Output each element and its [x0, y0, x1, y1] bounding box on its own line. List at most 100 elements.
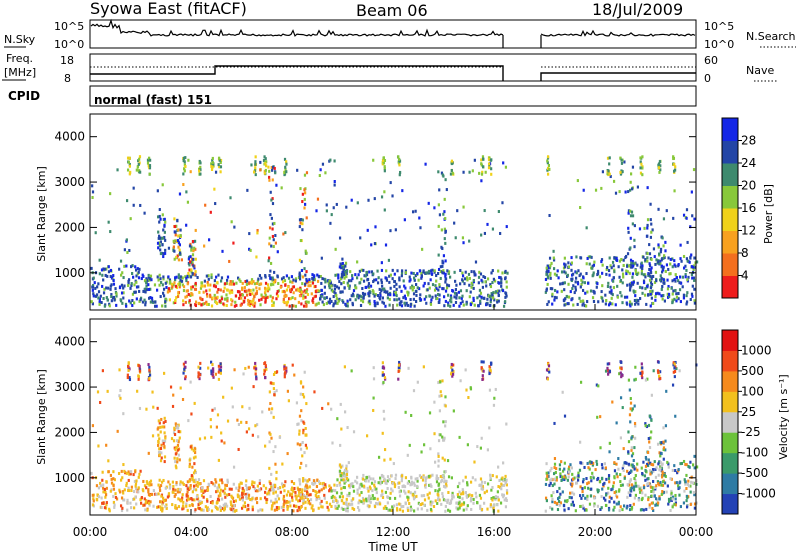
heatmap-cell — [320, 288, 323, 292]
heatmap-cell — [402, 484, 405, 488]
heatmap-cell — [132, 203, 135, 207]
heatmap-cell — [496, 495, 499, 499]
heatmap-cell — [190, 270, 193, 274]
heatmap-cell — [629, 283, 632, 287]
heatmap-cell — [181, 493, 184, 497]
heatmap-cell — [109, 287, 112, 291]
heatmap-cell — [251, 433, 254, 437]
heatmap-cell — [398, 494, 402, 498]
heatmap-cell — [629, 487, 632, 491]
heatmap-cell — [444, 395, 447, 399]
heatmap-cell — [458, 481, 461, 485]
heatmap-cell — [94, 231, 97, 235]
heatmap-cell — [126, 376, 129, 380]
heatmap-cell — [459, 268, 462, 272]
heatmap-cell — [478, 294, 481, 298]
heatmap-cell — [606, 265, 609, 269]
heatmap-cell — [634, 424, 637, 428]
heatmap-cell — [469, 480, 473, 484]
heatmap-cell — [295, 504, 298, 508]
heatmap-cell — [444, 424, 447, 428]
heatmap-cell — [150, 492, 154, 496]
heatmap-cell — [656, 291, 659, 295]
heatmap-cell — [649, 274, 652, 278]
heatmap-cell — [640, 269, 643, 273]
heatmap-cell — [265, 296, 268, 300]
heatmap-cell — [584, 291, 587, 295]
heatmap-cell — [110, 295, 113, 299]
heatmap-cell — [461, 274, 465, 278]
heatmap-cell — [615, 421, 618, 425]
heatmap-cell — [328, 286, 331, 290]
heatmap-cell — [308, 278, 311, 282]
heatmap-cell — [480, 172, 484, 176]
heatmap-cell — [589, 475, 592, 479]
heatmap-cell — [91, 288, 94, 292]
heatmap-cell — [164, 300, 167, 304]
heatmap-cell — [304, 506, 307, 510]
heatmap-cell — [578, 274, 581, 278]
heatmap-cell — [125, 199, 129, 203]
heatmap-cell — [230, 386, 233, 390]
colorbar-segment — [722, 391, 738, 413]
heatmap-cell — [354, 284, 357, 288]
heatmap-cell — [669, 509, 672, 513]
heatmap-cell — [327, 300, 331, 304]
heatmap-cell — [649, 472, 652, 476]
heatmap-cell — [659, 454, 662, 458]
heatmap-cell — [339, 483, 342, 487]
heatmap-cell — [664, 424, 668, 428]
heatmap-cell — [379, 291, 382, 295]
heatmap-cell — [283, 501, 286, 505]
heatmap-cell — [122, 296, 125, 300]
heatmap-cell — [434, 489, 437, 493]
heatmap-cell — [397, 486, 400, 490]
heatmap-cell — [627, 226, 630, 230]
heatmap-cell — [176, 490, 180, 494]
heatmap-cell — [660, 464, 663, 468]
heatmap-cell — [400, 476, 404, 480]
heatmap-cell — [272, 483, 275, 487]
heatmap-cell — [272, 501, 275, 505]
heatmap-cell — [441, 379, 444, 383]
heatmap-cell — [657, 245, 660, 249]
heatmap-cell — [351, 502, 354, 506]
heatmap-cell — [420, 272, 423, 276]
heatmap-cell — [382, 373, 386, 377]
heatmap-cell — [92, 292, 95, 296]
heatmap-cell — [286, 452, 289, 456]
heatmap-cell — [238, 483, 241, 487]
heatmap-cell — [258, 298, 261, 302]
heatmap-cell — [581, 461, 584, 465]
heatmap-cell — [178, 192, 182, 196]
heatmap-cell — [128, 376, 131, 380]
heatmap-cell — [438, 285, 441, 289]
heatmap-cell — [671, 300, 674, 304]
heatmap-cell — [192, 487, 196, 491]
heatmap-cell — [179, 275, 182, 279]
heatmap-cell — [273, 501, 276, 505]
heatmap-cell — [231, 405, 234, 409]
heatmap-cell — [691, 463, 695, 467]
heatmap-cell — [253, 301, 257, 305]
heatmap-cell — [224, 495, 227, 499]
heatmap-cell — [437, 477, 440, 481]
heatmap-cell — [162, 441, 165, 445]
heatmap-cell — [422, 475, 425, 479]
heatmap-cell — [634, 272, 638, 276]
heatmap-cell — [184, 375, 187, 379]
heatmap-cell — [622, 504, 626, 508]
heatmap-cell — [268, 480, 271, 484]
colorbar-segment — [722, 253, 738, 276]
heatmap-cell — [190, 412, 193, 416]
heatmap-cell — [105, 286, 108, 290]
heatmap-cell — [559, 492, 562, 496]
heatmap-cell — [228, 259, 231, 263]
heatmap-cell — [125, 264, 128, 268]
heatmap-cell — [326, 505, 329, 509]
heatmap-cell — [627, 450, 630, 454]
heatmap-cell — [148, 480, 151, 484]
heatmap-cell — [674, 503, 677, 507]
heatmap-cell — [345, 269, 348, 273]
